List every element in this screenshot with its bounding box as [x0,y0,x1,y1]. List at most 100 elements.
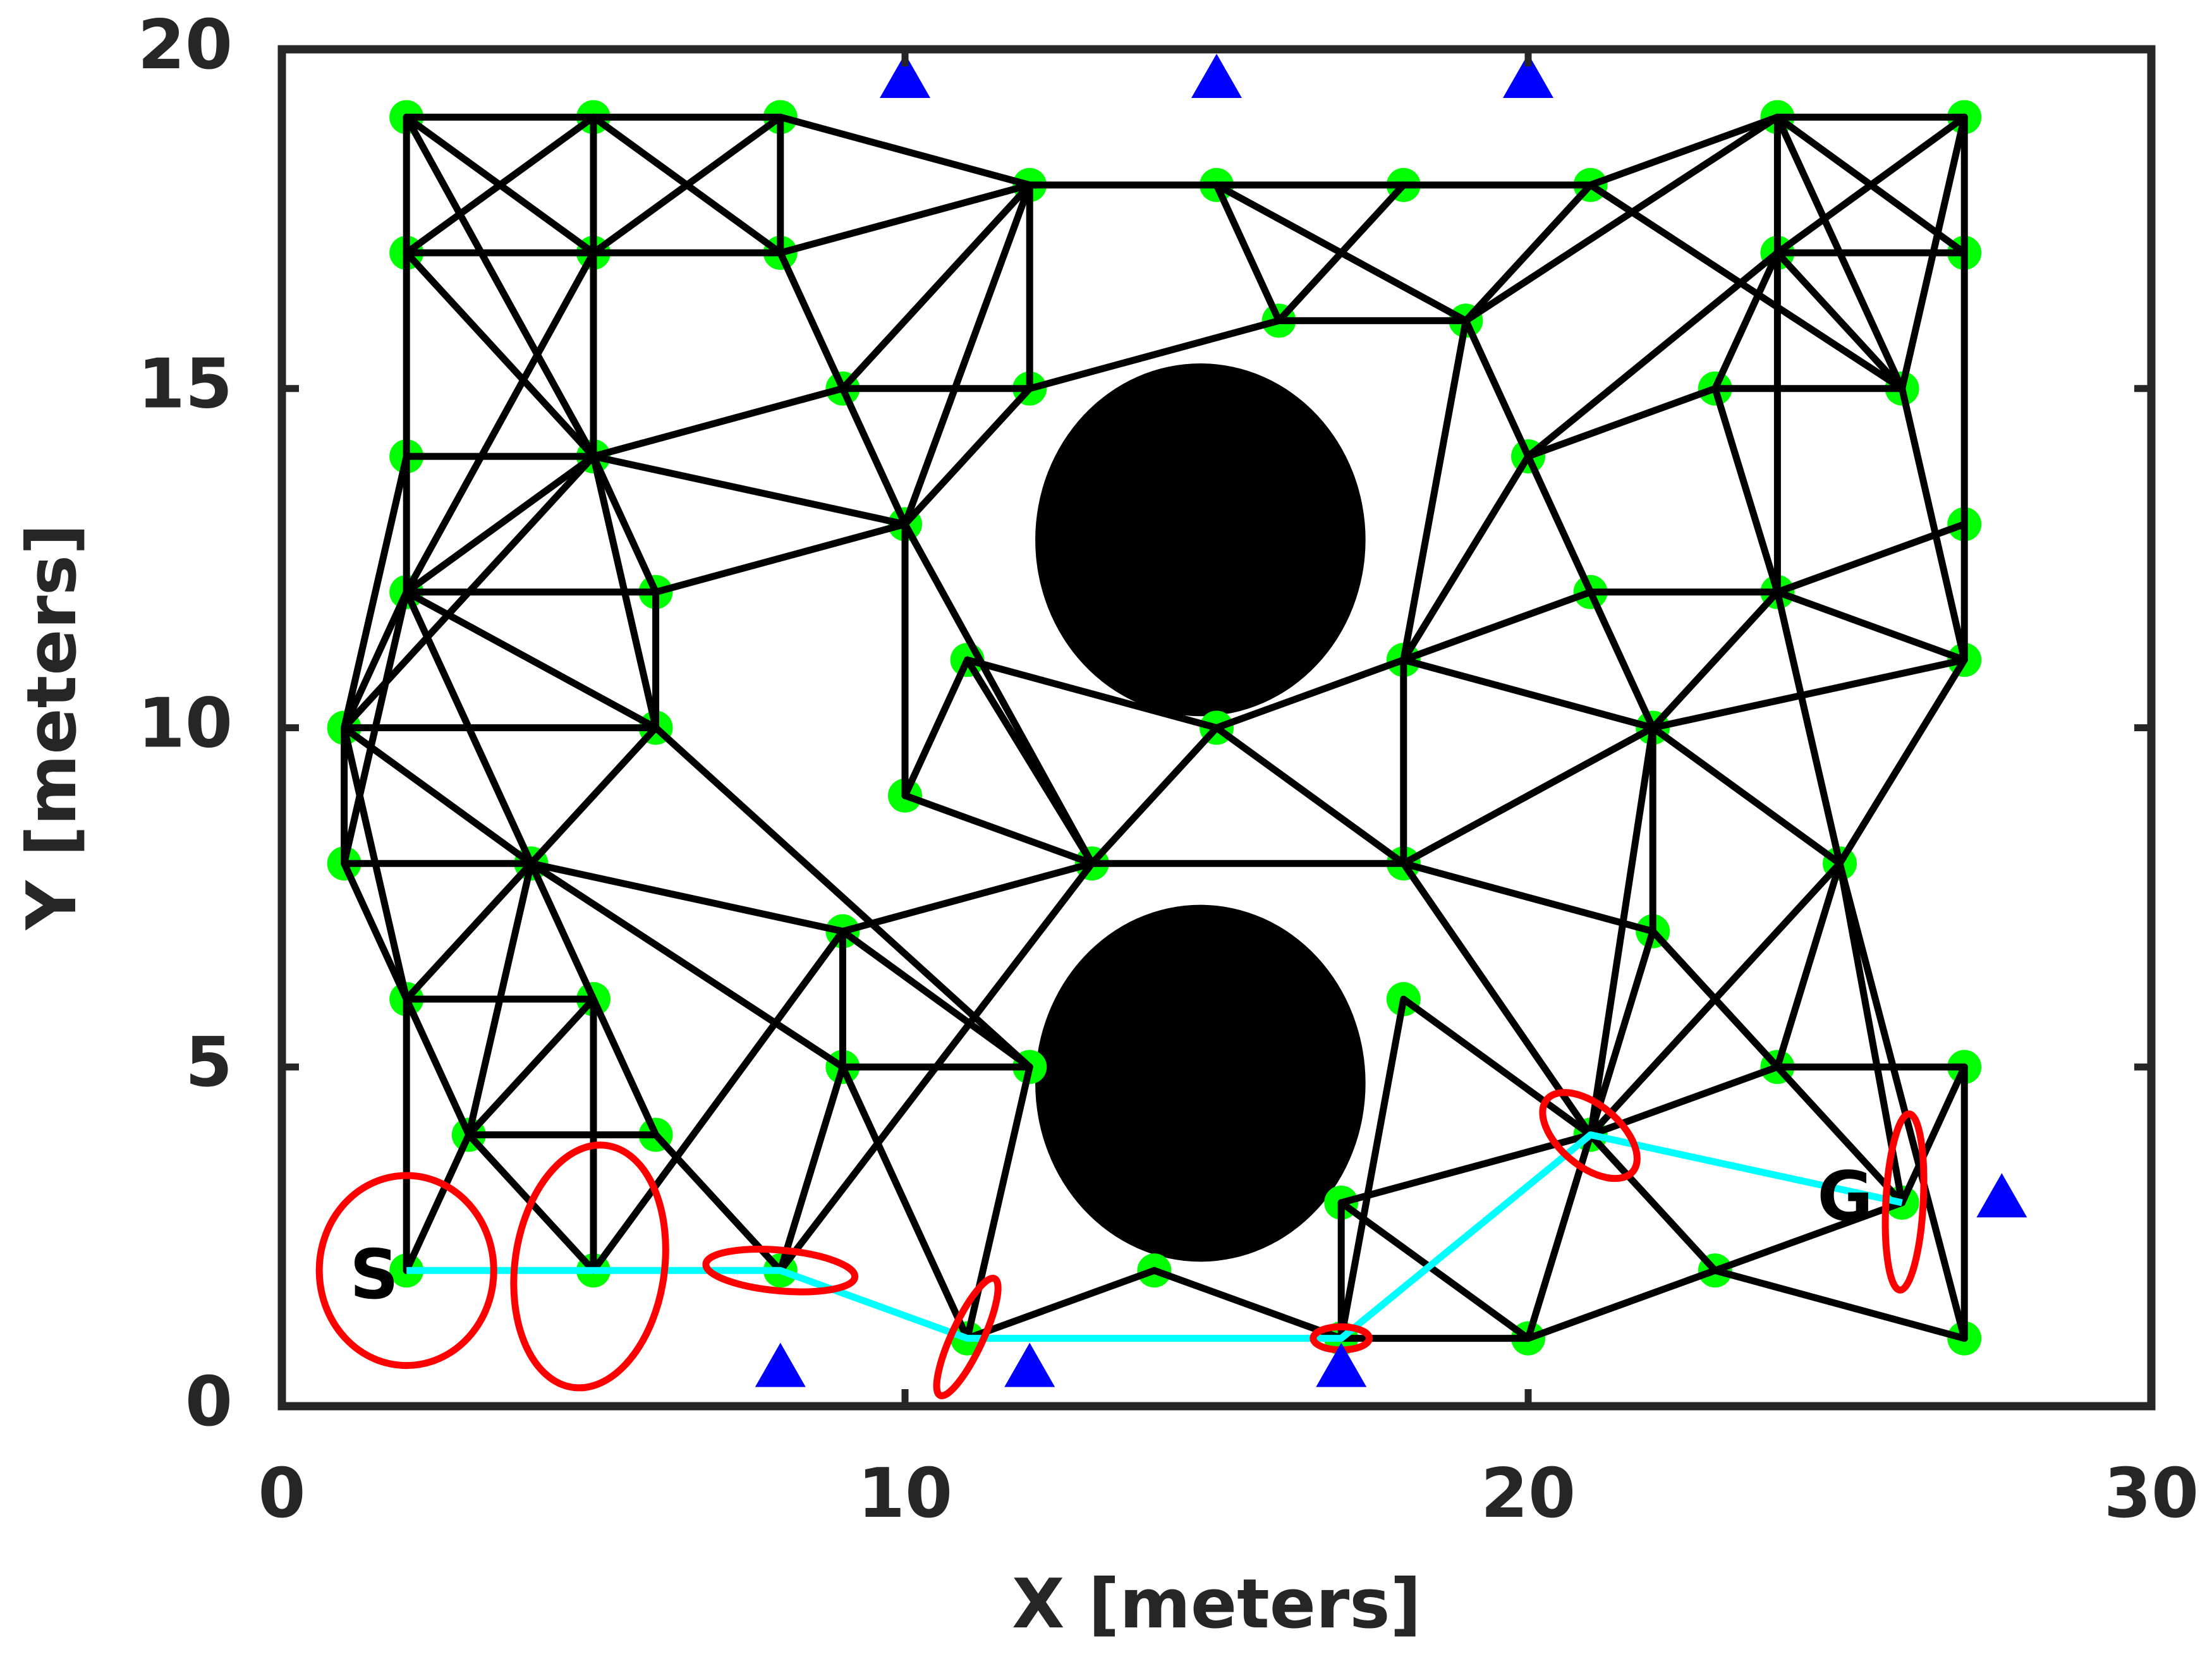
edge [1337,1131,1595,1206]
edge [1587,181,1906,392]
edge [1400,656,1656,731]
edge [1587,724,1656,1139]
edge [1836,860,1968,1342]
edge [1462,317,1532,460]
edge [1773,588,1844,867]
edge [652,520,909,596]
edge [1711,385,1781,596]
x-tick-label: 30 [2104,1454,2199,1533]
edge [901,656,971,799]
edge [777,113,1033,189]
edge [1649,656,1968,731]
landmark [1976,1173,2027,1218]
edge [465,995,597,1139]
edge [1462,181,1595,324]
edge [403,113,597,460]
edge [403,588,660,731]
edge [777,1063,846,1274]
obstacle [1035,363,1366,717]
edge [590,453,909,528]
edge [964,656,1220,731]
edge [1899,113,1968,392]
uncertainty-ellipse [1539,1089,1641,1182]
y-axis-label: Y [meters] [13,524,92,932]
edge [1773,860,1844,1071]
edge [1836,656,1968,867]
edge [341,860,410,1003]
edge [1400,588,1595,664]
start-label: S [349,1236,399,1315]
edge [964,1267,1158,1342]
edge [341,588,410,731]
uncertainty-ellipse [1881,1110,1928,1294]
landmark [1004,1342,1055,1387]
y-tick-label: 10 [138,684,233,763]
edge [590,385,846,460]
edge [901,792,1096,867]
edge [403,860,535,1003]
edge [1773,113,1968,257]
y-tick-label: 5 [185,1023,233,1102]
edge [964,656,1096,867]
landmark [1191,53,1242,98]
edge [403,249,597,596]
edge [1524,1199,1906,1342]
edge [403,995,473,1139]
goal-label: G [1817,1158,1873,1237]
edge [1524,385,1719,460]
edge [590,453,660,596]
edge [1462,113,1781,324]
edge [527,724,660,867]
landmark [1316,1342,1367,1387]
edge [403,113,597,257]
edge [1899,385,1968,664]
edge [341,724,535,867]
y-tick-label: 0 [185,1363,233,1442]
edge [1649,588,1781,731]
edge [1400,995,1595,1139]
edge [839,1063,971,1342]
edge [839,385,909,528]
obstacle [1035,904,1366,1262]
uncertainty-ellipse [933,1274,1002,1400]
edge [1899,1063,1968,1206]
edge [901,385,1033,528]
edge [1400,724,1656,867]
planned-path [406,1131,1903,1342]
edge [1088,724,1220,867]
edge [403,249,597,460]
edge [1773,588,1968,664]
edge [527,860,846,935]
edge [1524,249,1781,460]
x-tick-label: 10 [858,1454,952,1533]
edge [1587,113,1781,189]
edge [839,928,1033,1071]
edge [839,860,1096,935]
edge [1400,860,1656,935]
edge [341,453,410,731]
edge [590,113,784,257]
y-tick-label: 15 [138,345,233,424]
edge [1275,181,1407,324]
edge [839,181,1033,392]
edge [777,181,1033,257]
edge [1773,113,1906,392]
edge [1649,928,1781,1071]
edge [1400,317,1469,664]
x-axis-label: X [meters] [1012,1565,1421,1644]
edge [1400,453,1532,664]
uncertainty-ellipse [510,1141,669,1392]
x-tick-label: 20 [1481,1454,1576,1533]
edge [777,249,846,392]
y-tick-label: 20 [138,6,233,85]
edge [1026,317,1283,392]
landmark [880,53,930,98]
edge [403,1131,473,1274]
edge [1711,249,1781,392]
x-tick-label: 0 [258,1454,305,1533]
edge [901,181,1033,528]
edge [1337,1199,1532,1342]
edge [652,724,1033,1071]
